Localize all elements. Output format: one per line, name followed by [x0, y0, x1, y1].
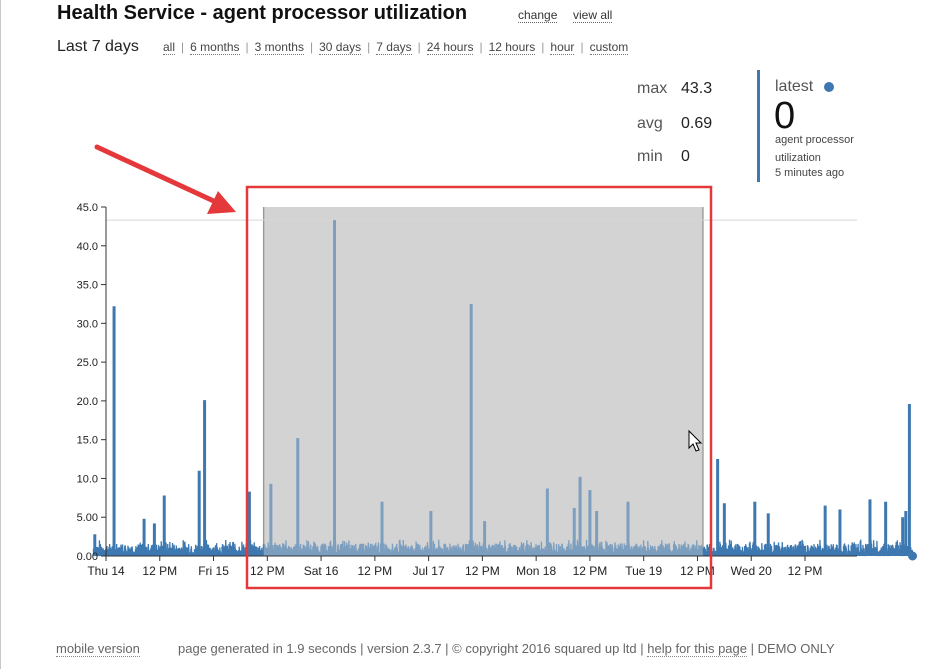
range-6-months[interactable]: 6 months [190, 40, 240, 55]
y-tick-label: 25.0 [77, 357, 98, 369]
x-tick-label: 12 PM [250, 564, 285, 578]
latest-description: agent processor utilization [775, 134, 854, 164]
axes: 0.00 5.00 10.0 15.0 20.0 25.0 30.0 35.0 40.0 45.0… [77, 202, 857, 578]
annotation-layer [94, 144, 713, 590]
footer-demo-text: | DEMO ONLY [750, 641, 835, 656]
mouse-cursor-icon [688, 429, 703, 452]
page-left-border [0, 0, 1, 669]
view-all-link[interactable]: view all [573, 8, 613, 23]
x-tick-label: Jul 17 [413, 564, 445, 578]
avg-value: 0.69 [681, 115, 713, 132]
range-custom[interactable]: custom [589, 40, 629, 55]
x-tick-label: Mon 18 [516, 564, 556, 578]
footer-generated-text: page generated in 1.9 seconds | version … [178, 641, 644, 656]
range-30-days[interactable]: 30 days [319, 40, 362, 55]
max-value: 43.3 [681, 80, 713, 97]
y-tick-label: 10.0 [77, 473, 98, 485]
y-tick-label: 45.0 [77, 202, 98, 214]
latest-timestamp: 5 minutes ago [775, 167, 845, 179]
min-label: min [637, 148, 663, 165]
x-tick-label: 12 PM [142, 564, 177, 578]
y-tick-label: 30.0 [77, 318, 98, 330]
x-tick-label: 12 PM [573, 564, 608, 578]
highlight-arrow-shaft [94, 144, 221, 206]
time-range-selector: all | 6 months | 3 months | 30 days | 7 days | 24 … [163, 40, 629, 55]
x-tick-label: 12 PM [788, 564, 823, 578]
y-tick-label: 0.00 [77, 551, 98, 563]
mobile-version-link[interactable]: mobile version [56, 641, 140, 657]
y-tick-label: 35.0 [77, 280, 98, 292]
help-link[interactable]: help for this page [647, 641, 747, 657]
latest-accent-bar [757, 70, 760, 182]
page-title: Health Service - agent processor utiliza… [57, 2, 468, 24]
range-24-hours[interactable]: 24 hours [426, 40, 474, 55]
y-tick-label: 5.00 [77, 512, 98, 524]
x-tick-label: Sat 16 [304, 564, 339, 578]
latest-title: latest [775, 78, 814, 95]
highlight-box [245, 185, 713, 590]
y-tick-label: 40.0 [77, 241, 98, 253]
time-selection-layer[interactable] [262, 207, 704, 556]
range-3-months[interactable]: 3 months [254, 40, 304, 55]
change-link[interactable]: change [518, 8, 558, 23]
latest-value: 0 [774, 95, 796, 137]
x-tick-label: 12 PM [358, 564, 393, 578]
x-tick-label: Tue 19 [625, 564, 662, 578]
y-tick-label: 20.0 [77, 396, 98, 408]
latest-status-dot [824, 82, 834, 92]
range-hour[interactable]: hour [550, 40, 575, 55]
min-value: 0 [681, 148, 690, 165]
x-tick-label: Wed 20 [731, 564, 772, 578]
avg-label: avg [637, 115, 663, 132]
x-tick-label: Fri 15 [198, 564, 229, 578]
last-point-marker [908, 551, 918, 561]
selection-overlay [263, 207, 703, 556]
x-tick-label: 12 PM [465, 564, 500, 578]
selection-area[interactable] [263, 207, 703, 556]
y-tick-label: 15.0 [77, 435, 98, 447]
x-tick-label: Thu 14 [87, 564, 125, 578]
x-tick-label: 12 PM [680, 564, 715, 578]
max-label: max [637, 80, 668, 97]
period-label: Last 7 days [57, 38, 139, 55]
range-12-hours[interactable]: 12 hours [488, 40, 536, 55]
range-7-days[interactable]: 7 days [376, 40, 412, 55]
range-all[interactable]: all [163, 40, 176, 55]
highlight-arrow-head [207, 191, 236, 214]
series-layer [92, 207, 918, 561]
